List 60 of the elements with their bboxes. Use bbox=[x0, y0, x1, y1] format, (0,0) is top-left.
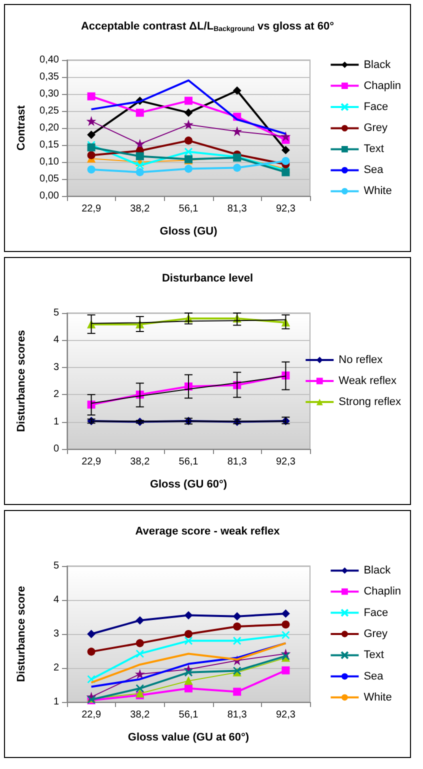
chart-title: Disturbance level bbox=[162, 272, 254, 284]
y-tick-label: 4 bbox=[53, 334, 60, 346]
legend-label: Grey bbox=[364, 122, 388, 134]
legend-label: White bbox=[364, 185, 392, 198]
y-tick-label: 2 bbox=[53, 662, 60, 674]
y-tick-label: 0,10 bbox=[40, 156, 60, 168]
y-tick-label: 1 bbox=[53, 696, 60, 708]
y-tick-label: 3 bbox=[53, 628, 60, 640]
legend-label: White bbox=[364, 691, 392, 704]
legend-label: Face bbox=[364, 101, 388, 113]
y-tick-label: 0,20 bbox=[40, 122, 60, 134]
legend-label: Text bbox=[364, 143, 384, 156]
legend-label: Black bbox=[364, 564, 392, 577]
x-tick-label: 81,3 bbox=[227, 204, 248, 214]
y-tick-label: 5 bbox=[53, 308, 60, 318]
legend-label: Black bbox=[364, 58, 392, 71]
x-tick-label: 38,2 bbox=[130, 710, 150, 720]
x-tick-label: 92,3 bbox=[276, 204, 296, 214]
x-tick-label: 22,9 bbox=[82, 710, 102, 720]
y-tick-label: 1 bbox=[53, 416, 60, 428]
legend-label: Text bbox=[364, 649, 384, 662]
y-tick-label: 0,40 bbox=[40, 54, 60, 66]
y-tick-label: 0,05 bbox=[40, 174, 60, 184]
x-tick-label: 38,2 bbox=[130, 456, 150, 468]
x-tick-label: 92,3 bbox=[276, 456, 296, 468]
x-tick-label: 56,1 bbox=[178, 204, 199, 214]
chart-title: Average score - weak reflex bbox=[135, 526, 281, 538]
y-tick-label: 0,35 bbox=[40, 72, 60, 82]
legend-label: Weak reflex bbox=[338, 375, 398, 387]
x-tick-label: 38,2 bbox=[130, 204, 150, 214]
y-tick-label: 0,25 bbox=[40, 106, 60, 116]
y-axis-title: Contrast bbox=[16, 105, 28, 151]
x-tick-label: 22,9 bbox=[82, 456, 102, 468]
legend-label: No reflex bbox=[338, 354, 384, 366]
legend-label: Grey bbox=[364, 628, 388, 640]
x-tick-label: 56,1 bbox=[178, 456, 199, 468]
x-tick-label: 56,1 bbox=[178, 710, 199, 720]
x-tick-label: 81,3 bbox=[227, 710, 248, 720]
x-tick-label: 22,9 bbox=[82, 204, 102, 214]
y-tick-label: 3 bbox=[53, 362, 60, 373]
y-axis-title: Disturbance score bbox=[16, 586, 28, 682]
legend-label: Strong reflex bbox=[338, 396, 402, 408]
x-axis-title: Gloss value (GU at 60°) bbox=[128, 732, 250, 744]
y-tick-label: 0,15 bbox=[40, 140, 60, 150]
x-axis-title: Gloss (GU) bbox=[160, 226, 218, 238]
y-tick-label: 4 bbox=[53, 594, 60, 606]
legend-label: Chaplin bbox=[364, 80, 402, 92]
x-tick-label: 92,3 bbox=[276, 710, 296, 720]
x-axis-title: Gloss (GU 60°) bbox=[150, 478, 228, 490]
y-tick-label: 0,00 bbox=[40, 190, 60, 202]
y-tick-label: 0 bbox=[53, 444, 60, 454]
legend-label: Sea bbox=[364, 164, 384, 176]
legend-label: Sea bbox=[364, 670, 384, 682]
legend-label: Face bbox=[364, 606, 388, 619]
y-tick-label: 0,30 bbox=[40, 88, 60, 100]
y-tick-label: 5 bbox=[53, 560, 60, 572]
y-axis-title: Disturbance scores bbox=[16, 330, 28, 432]
y-tick-label: 2 bbox=[53, 389, 60, 400]
legend-label: Chaplin bbox=[364, 586, 402, 598]
x-tick-label: 81,3 bbox=[227, 456, 248, 468]
